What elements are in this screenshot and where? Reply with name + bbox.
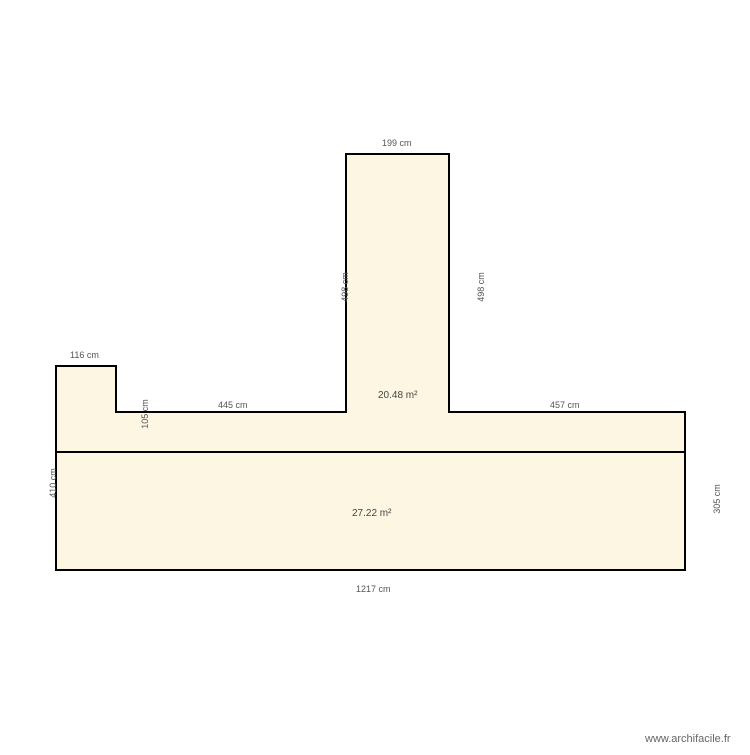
- watermark-text: www.archifacile.fr: [645, 733, 731, 745]
- dimension-label: 1217 cm: [356, 584, 391, 594]
- dimension-label: 498 cm: [340, 272, 350, 302]
- lower-room-area: 27.22 m²: [352, 508, 391, 519]
- dimension-label: 445 cm: [218, 400, 248, 410]
- dimension-label: 116 cm: [70, 350, 99, 360]
- dimension-label: 457 cm: [550, 400, 580, 410]
- dimension-label: 305 cm: [712, 484, 722, 514]
- upper-room-area: 20.48 m²: [378, 390, 417, 401]
- floorplan-canvas: 20.48 m² 27.22 m² 116 cm 199 cm 498 cm 498 …: [0, 0, 750, 750]
- upper-room-shape: [56, 154, 685, 452]
- dimension-label: 410 cm: [48, 468, 58, 498]
- dimension-label: 105 cm: [140, 399, 150, 429]
- floorplan-svg: [0, 0, 750, 750]
- dimension-label: 498 cm: [476, 272, 486, 302]
- dimension-label: 199 cm: [382, 138, 412, 148]
